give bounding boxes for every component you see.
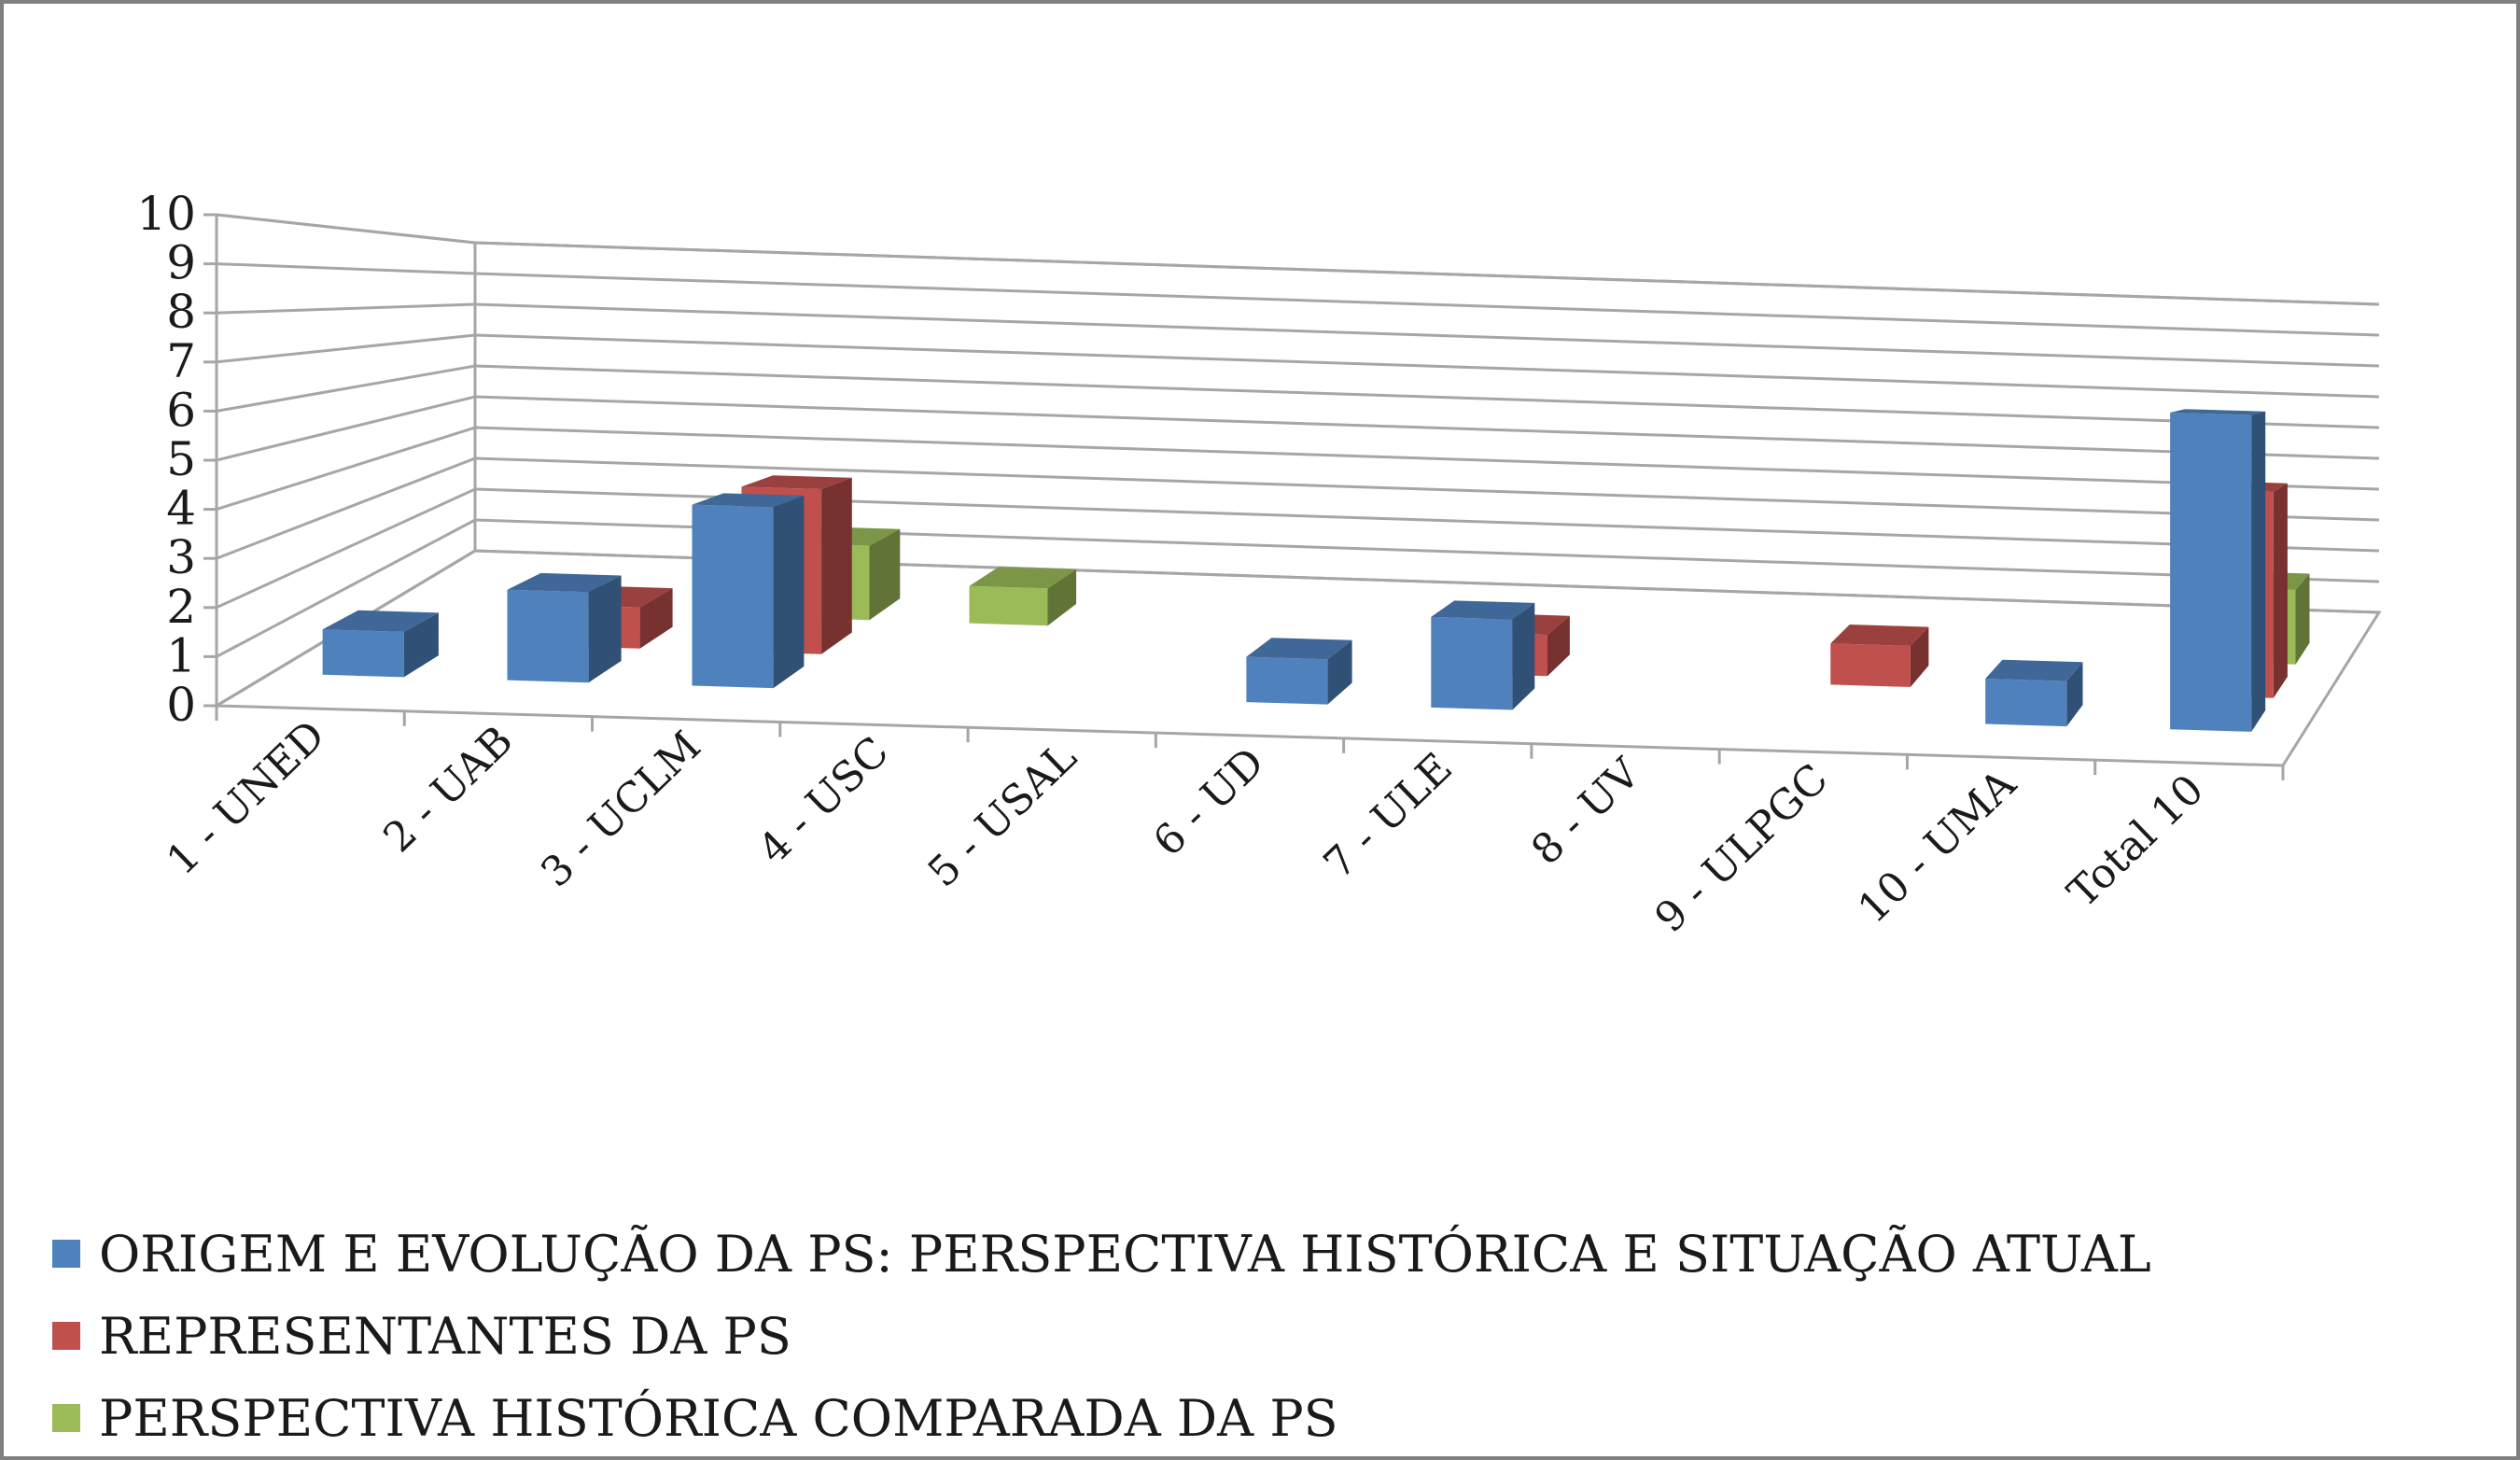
legend-label-comparada: PERSPECTIVA HISTÓRICA COMPARADA DA PS	[99, 1388, 1338, 1448]
bar-side	[2273, 483, 2288, 698]
gridline	[216, 549, 2380, 708]
legend-swatch-red	[52, 1322, 80, 1350]
bar-top	[1431, 600, 1535, 620]
legend-item-origem: ORIGEM E EVOLUÇÃO DA PS: PERSPECTIVA HIS…	[52, 1213, 2151, 1295]
y-tick-label: 1	[166, 628, 196, 682]
legend-item-comparada: PERSPECTIVA HISTÓRICA COMPARADA DA PS	[52, 1377, 2151, 1459]
bar-total-10-series-1	[2170, 409, 2266, 732]
y-tick-label: 8	[166, 285, 196, 339]
x-tick-label: 8 - UV	[1522, 749, 1650, 875]
bar-top	[1985, 659, 2083, 681]
bar-top	[2170, 409, 2266, 415]
gridline	[216, 395, 2380, 462]
y-tick-label: 3	[166, 530, 196, 584]
bar-side	[773, 495, 805, 689]
x-tick-label: 7 - ULE	[1315, 744, 1462, 888]
gridline	[216, 213, 2380, 306]
bar-side	[1327, 639, 1352, 705]
bar-4-usc-series-3	[969, 567, 1077, 626]
bar-top	[1830, 625, 1929, 646]
bar-top	[1246, 638, 1352, 660]
bar-top	[322, 610, 439, 632]
y-tick-label: 7	[166, 334, 196, 388]
y-tick-label: 0	[166, 678, 196, 732]
x-tick-label: 9 - ULPGC	[1646, 755, 1838, 942]
bar-2-uab-series-1	[507, 572, 622, 683]
bar-top	[507, 572, 622, 593]
bar-front	[692, 504, 774, 689]
bar-side	[821, 477, 852, 654]
bar-top	[969, 567, 1077, 589]
bar-front	[322, 629, 404, 678]
y-tick-label: 2	[166, 580, 196, 634]
bar-front	[969, 585, 1048, 626]
y-tick-label: 5	[166, 432, 196, 486]
legend-swatch-green	[52, 1404, 80, 1432]
x-tick-label: 4 - USC	[749, 728, 898, 874]
bar-front	[1985, 679, 2067, 727]
bar-side	[403, 612, 439, 678]
bar-side	[1547, 615, 1570, 677]
y-tick-label: 4	[166, 482, 196, 536]
bar-side	[1047, 569, 1077, 626]
bar-7-ule-series-1	[1431, 600, 1535, 710]
bar-side	[2295, 573, 2310, 665]
bar-side	[1512, 602, 1535, 710]
bar-front	[2170, 413, 2252, 732]
x-tick-label: 3 - UCLM	[532, 723, 710, 897]
gridline	[216, 302, 2380, 368]
legend: ORIGEM E EVOLUÇÃO DA PS: PERSPECTIVA HIS…	[52, 1213, 2151, 1459]
y-tick-label: 6	[166, 383, 196, 437]
gridline	[216, 426, 2380, 512]
legend-label-representantes: REPRESENTANTES DA PS	[99, 1306, 791, 1366]
gridline	[216, 456, 2380, 560]
legend-item-representantes: REPRESENTANTES DA PS	[52, 1295, 2151, 1377]
x-tick-label: 5 - USAL	[919, 733, 1086, 896]
bar-front	[1246, 656, 1328, 705]
gridline	[216, 518, 2380, 658]
bar-side	[1910, 626, 1929, 687]
gridline	[216, 487, 2380, 610]
bar-side	[869, 528, 901, 621]
bar-1-uned-series-1	[322, 610, 439, 678]
bar-front	[1830, 643, 1911, 687]
bar-3-uclm-series-1	[692, 493, 805, 689]
x-tick-label: 2 - UAB	[374, 717, 522, 862]
x-tick-label: Total 10	[2059, 765, 2213, 917]
bar-top	[692, 493, 805, 508]
bar-6-ud-series-1	[1246, 638, 1352, 705]
x-tick-label: 10 - UMA	[1849, 760, 2025, 933]
bars	[322, 409, 2310, 732]
gridline	[216, 364, 2380, 429]
y-tick-label: 10	[136, 187, 196, 241]
legend-label-origem: ORIGEM E EVOLUÇÃO DA PS: PERSPECTIVA HIS…	[99, 1224, 2151, 1284]
bar-side	[639, 588, 673, 649]
bar-side	[2066, 662, 2083, 727]
x-tick-label: 6 - UD	[1144, 738, 1273, 865]
bar-10-uma-series-1	[1985, 659, 2083, 727]
bar-side	[2251, 411, 2266, 732]
x-tick-label: 1 - UNED	[158, 711, 334, 884]
gridline	[216, 262, 2380, 337]
bar-top	[741, 475, 852, 489]
bar-9-ulpgc-series-2	[1830, 625, 1929, 687]
bar-front	[1431, 616, 1513, 710]
legend-swatch-blue	[52, 1240, 80, 1268]
gridline	[216, 333, 2380, 399]
bar-front	[507, 589, 589, 683]
y-tick-label: 9	[166, 236, 196, 290]
bar-side	[588, 575, 622, 683]
